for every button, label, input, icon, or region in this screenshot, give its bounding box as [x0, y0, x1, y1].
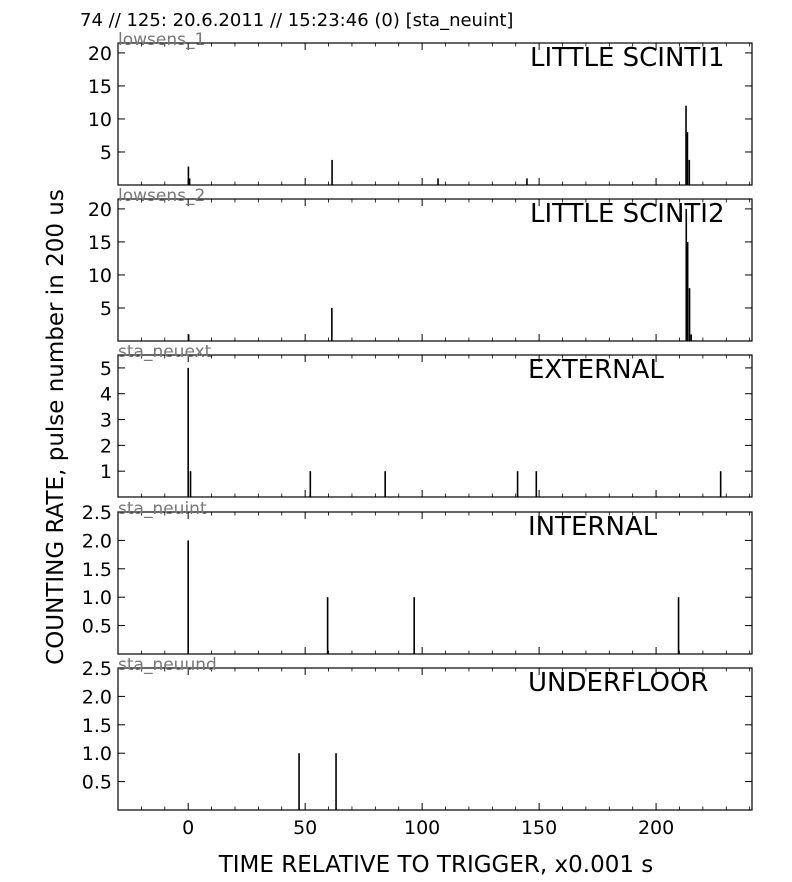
- panel-subtitle: lowsens_2: [118, 186, 205, 206]
- panel-title: INTERNAL: [528, 512, 658, 542]
- panel-lowsens_2: 5 10 15 20 lowsens_2 LITTLE SCINTI2: [88, 186, 753, 342]
- y-tick-label: 1.0: [82, 743, 112, 765]
- y-tick-label: 2: [100, 435, 112, 457]
- panel-subtitle: sta_neuund: [118, 655, 217, 675]
- panel-title: UNDERFLOOR: [528, 668, 709, 698]
- y-tick-label: 0.5: [82, 772, 112, 794]
- panel-frame: [117, 42, 753, 186]
- header-text: 74 // 125: 20.6.2011 // 15:23:46 (0) [st…: [80, 10, 513, 31]
- y-tick-label: 2.5: [82, 658, 112, 680]
- panel-sta_neuint: 0.5 1.0 1.5 2.0 2.5 sta_neuint INTERNAL: [82, 499, 753, 655]
- y-tick-label: 1.0: [82, 587, 112, 609]
- panel-sta_neuext: 1 2 3 4 5 sta_neuext EXTERNAL: [100, 342, 753, 498]
- x-tick-label: 100: [404, 817, 440, 839]
- panel-title: EXTERNAL: [528, 355, 664, 385]
- panel-subtitle: sta_neuext: [118, 342, 212, 362]
- y-tick-label: 10: [88, 109, 112, 131]
- x-tick-label: 50: [293, 817, 317, 839]
- y-tick-label: 2.0: [82, 686, 112, 708]
- y-tick-label: 5: [100, 358, 112, 380]
- panel-subtitle: lowsens_1: [118, 30, 205, 50]
- y-tick-label: 1.5: [82, 715, 112, 737]
- panel-frame: [117, 198, 753, 342]
- y-tick-label: 5: [100, 142, 112, 164]
- panel-lowsens_1: 5 10 15 20 lowsens_1 LITTLE SCINTI1: [88, 30, 753, 186]
- panel-subtitle: sta_neuint: [118, 499, 207, 519]
- y-tick-label: 15: [88, 76, 112, 98]
- y-tick-label: 1.5: [82, 559, 112, 581]
- y-tick-label: 20: [88, 43, 112, 65]
- x-axis-label: TIME RELATIVE TO TRIGGER, x0.001 s: [218, 852, 654, 878]
- panel-sta_neuund: 0.5 1.0 1.5 2.0 2.5 sta_neuund UNDERFLOOR 0 50 10…: [82, 655, 753, 839]
- panel-title: LITTLE SCINTI2: [530, 199, 725, 229]
- panel-frame: [117, 667, 753, 811]
- y-axis-label: COUNTING RATE, pulse number in 200 us: [43, 189, 69, 665]
- panel-frame: [117, 511, 753, 655]
- y-tick-label: 4: [100, 384, 112, 406]
- y-tick-label: 1: [100, 461, 112, 483]
- x-tick-label: 200: [638, 817, 674, 839]
- y-tick-label: 0.5: [82, 616, 112, 638]
- y-tick-label: 3: [100, 410, 112, 432]
- x-tick-label: 0: [182, 817, 194, 839]
- y-tick-label: 2.5: [82, 502, 112, 524]
- y-tick-label: 10: [88, 265, 112, 287]
- y-tick-label: 5: [100, 298, 112, 320]
- y-tick-label: 15: [88, 232, 112, 254]
- panel-frame: [117, 354, 753, 498]
- panel-title: LITTLE SCINTI1: [530, 43, 725, 73]
- y-tick-label: 2.0: [82, 530, 112, 552]
- x-tick-label: 150: [521, 817, 557, 839]
- y-tick-label: 20: [88, 199, 112, 221]
